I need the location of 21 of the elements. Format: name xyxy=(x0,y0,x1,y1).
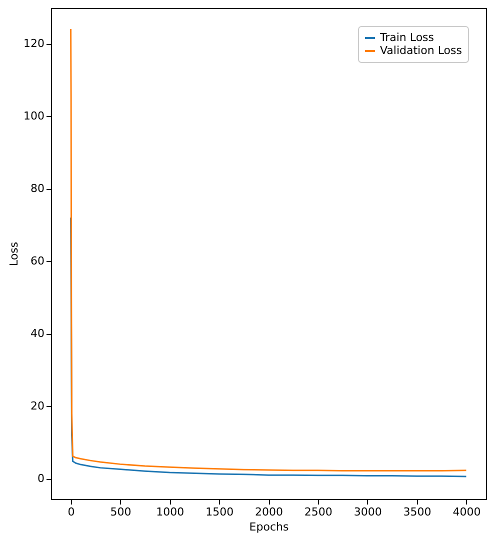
y-tick-label: 100 xyxy=(24,110,44,123)
x-tick-label: 500 xyxy=(110,506,132,518)
y-tick-label: 60 xyxy=(30,254,44,268)
y-tick-label: 0 xyxy=(38,472,44,486)
x-tick-label: 3000 xyxy=(354,506,382,518)
x-tick-label: 1500 xyxy=(206,506,234,518)
x-tick-label: 2500 xyxy=(304,506,332,518)
legend-label: Validation Loss xyxy=(380,44,462,57)
y-tick-label: 120 xyxy=(24,37,44,50)
line-series xyxy=(70,28,467,472)
x-tick-label: 2000 xyxy=(255,506,283,518)
y-axis-title: Loss xyxy=(8,242,21,266)
y-tick-label: 80 xyxy=(30,182,44,196)
x-tick-label: 1000 xyxy=(156,506,184,518)
x-tick-label: 4000 xyxy=(452,506,481,518)
y-tick-label: 20 xyxy=(30,400,44,413)
x-tick-label: 0 xyxy=(68,506,75,518)
y-tick-label: 40 xyxy=(30,327,44,340)
legend-label: Train Loss xyxy=(379,31,434,44)
x-tick-label: 3500 xyxy=(403,506,432,518)
x-axis-title: Epochs xyxy=(249,520,289,534)
